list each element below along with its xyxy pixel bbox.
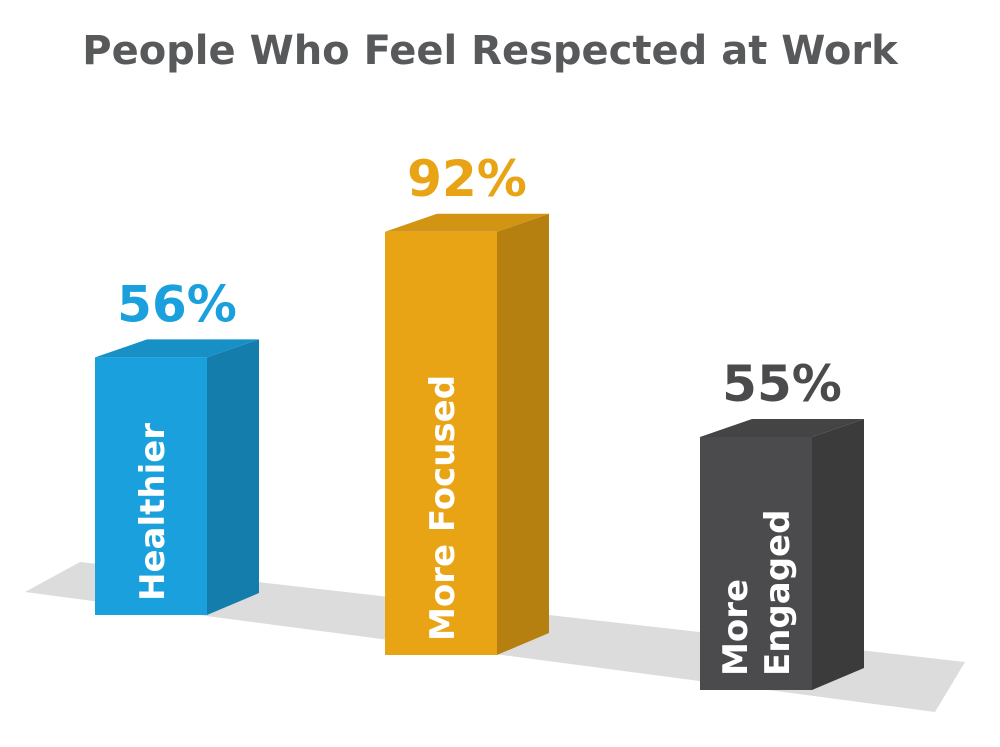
bar-top <box>385 213 549 232</box>
bar-side <box>207 339 259 615</box>
category-label: Healthier <box>133 423 173 601</box>
bar <box>385 213 549 656</box>
bar-top <box>700 419 864 437</box>
bar-front <box>700 437 812 690</box>
category-label: More Focused <box>423 375 463 641</box>
value-label: 56% <box>117 275 237 333</box>
category-label: More Engaged <box>716 510 798 676</box>
bar-side <box>812 419 864 690</box>
value-label: 92% <box>407 150 527 208</box>
bar-top <box>95 339 259 358</box>
chart-title: People Who Feel Respected at Work <box>82 28 899 74</box>
bar <box>95 339 259 615</box>
value-label: 55% <box>722 355 842 413</box>
bar-front <box>95 357 207 615</box>
bar-front <box>385 231 497 656</box>
bar-side <box>497 213 549 656</box>
bar <box>700 419 864 690</box>
